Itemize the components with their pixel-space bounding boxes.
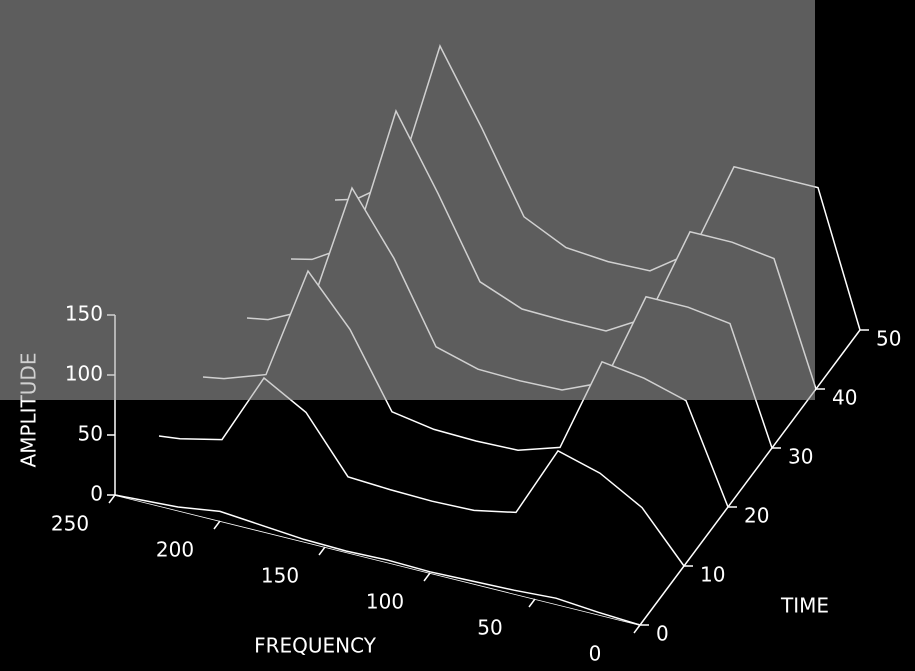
y-tick-label: 0 — [656, 622, 669, 646]
z-tick-label: 0 — [90, 482, 103, 506]
y-tick-label: 10 — [700, 563, 725, 587]
x-tick-label: 0 — [589, 642, 602, 666]
y-tick-label: 20 — [744, 504, 769, 528]
chart: AMPLITUDE FREQUENCY TIME 050100150200250… — [0, 0, 915, 671]
y-axis-label: TIME — [780, 594, 829, 618]
watermark-overlay — [0, 0, 815, 400]
z-tick-label: 150 — [65, 302, 103, 326]
x-tick-label: 150 — [261, 564, 299, 588]
page: AMPLITUDE FREQUENCY TIME 050100150200250… — [0, 0, 915, 671]
x-tick-label: 250 — [51, 512, 89, 536]
x-tick-label: 200 — [156, 538, 194, 562]
y-tick-label: 30 — [788, 445, 813, 469]
y-tick-label: 50 — [876, 327, 901, 351]
z-tick-label: 100 — [65, 362, 103, 386]
y-tick-label: 40 — [832, 386, 857, 410]
x-tick-label: 100 — [366, 590, 404, 614]
x-tick-label: 50 — [477, 616, 502, 640]
x-axis-label: FREQUENCY — [254, 634, 377, 658]
z-tick-label: 50 — [78, 422, 103, 446]
